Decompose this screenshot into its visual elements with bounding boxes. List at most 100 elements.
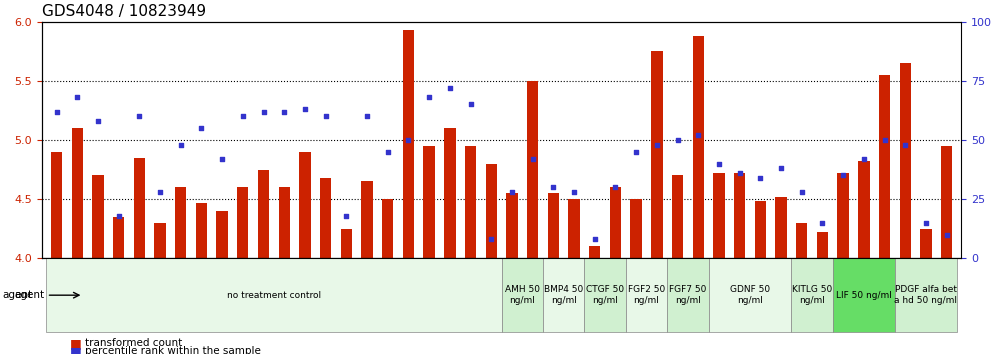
Bar bbox=[299, 152, 311, 258]
Bar bbox=[237, 187, 248, 258]
Bar bbox=[279, 187, 290, 258]
Point bbox=[49, 109, 65, 114]
Point bbox=[897, 142, 913, 148]
Point bbox=[256, 109, 272, 114]
Point bbox=[483, 236, 499, 242]
Text: PDGF alfa bet
a hd 50 ng/ml: PDGF alfa bet a hd 50 ng/ml bbox=[894, 285, 957, 305]
FancyBboxPatch shape bbox=[667, 258, 708, 332]
Text: BMP4 50
ng/ml: BMP4 50 ng/ml bbox=[544, 285, 584, 305]
Point bbox=[193, 125, 209, 131]
Point bbox=[794, 189, 810, 195]
Point bbox=[938, 232, 954, 238]
Point bbox=[339, 213, 355, 218]
Bar bbox=[713, 173, 725, 258]
Bar bbox=[859, 161, 870, 258]
Point bbox=[359, 114, 374, 119]
Bar bbox=[548, 193, 559, 258]
Bar bbox=[672, 176, 683, 258]
Point bbox=[131, 114, 147, 119]
Point bbox=[318, 114, 334, 119]
Point bbox=[648, 142, 664, 148]
Point bbox=[856, 156, 872, 162]
Bar bbox=[838, 173, 849, 258]
Bar bbox=[362, 181, 373, 258]
Text: no treatment control: no treatment control bbox=[227, 291, 321, 300]
Point bbox=[276, 109, 292, 114]
Point bbox=[70, 95, 86, 100]
Point bbox=[235, 114, 251, 119]
Text: GDS4048 / 10823949: GDS4048 / 10823949 bbox=[42, 4, 206, 19]
Bar bbox=[817, 232, 828, 258]
Bar bbox=[216, 211, 228, 258]
Bar bbox=[610, 187, 622, 258]
Point bbox=[421, 95, 437, 100]
FancyBboxPatch shape bbox=[894, 258, 957, 332]
Point bbox=[214, 156, 230, 162]
Bar bbox=[93, 176, 104, 258]
Point bbox=[379, 149, 395, 155]
Bar bbox=[133, 158, 145, 258]
Point bbox=[172, 142, 188, 148]
Bar bbox=[382, 199, 393, 258]
Bar bbox=[527, 81, 538, 258]
Bar bbox=[113, 217, 124, 258]
Text: FGF2 50
ng/ml: FGF2 50 ng/ml bbox=[627, 285, 665, 305]
Text: FGF7 50
ng/ml: FGF7 50 ng/ml bbox=[669, 285, 706, 305]
Bar bbox=[569, 199, 580, 258]
Bar bbox=[899, 63, 911, 258]
Text: GDNF 50
ng/ml: GDNF 50 ng/ml bbox=[730, 285, 770, 305]
Bar bbox=[175, 187, 186, 258]
Text: ■: ■ bbox=[70, 337, 82, 350]
Bar bbox=[920, 229, 931, 258]
Point bbox=[669, 137, 685, 143]
Point bbox=[546, 184, 562, 190]
Text: AMH 50
ng/ml: AMH 50 ng/ml bbox=[505, 285, 540, 305]
Text: transformed count: transformed count bbox=[85, 338, 182, 348]
Point bbox=[608, 184, 623, 190]
Bar bbox=[941, 146, 952, 258]
Bar bbox=[734, 173, 745, 258]
Point bbox=[690, 132, 706, 138]
Text: agent: agent bbox=[3, 290, 33, 300]
Bar bbox=[589, 246, 601, 258]
Point bbox=[90, 118, 106, 124]
Text: KITLG 50
ng/ml: KITLG 50 ng/ml bbox=[792, 285, 833, 305]
Point bbox=[773, 166, 789, 171]
Bar bbox=[195, 202, 207, 258]
Bar bbox=[796, 223, 808, 258]
FancyBboxPatch shape bbox=[46, 258, 502, 332]
Point bbox=[587, 236, 603, 242]
Bar bbox=[51, 152, 62, 258]
Text: CTGF 50
ng/ml: CTGF 50 ng/ml bbox=[586, 285, 624, 305]
Point bbox=[836, 173, 852, 178]
Bar bbox=[692, 36, 704, 258]
Point bbox=[400, 137, 416, 143]
Point bbox=[111, 213, 126, 218]
Bar bbox=[775, 197, 787, 258]
Bar bbox=[485, 164, 497, 258]
Text: LIF 50 ng/ml: LIF 50 ng/ml bbox=[836, 291, 891, 300]
Point bbox=[297, 107, 313, 112]
Point bbox=[752, 175, 768, 181]
Point bbox=[152, 189, 168, 195]
Point bbox=[711, 161, 727, 166]
FancyBboxPatch shape bbox=[833, 258, 894, 332]
Bar bbox=[258, 170, 269, 258]
Bar bbox=[878, 75, 890, 258]
FancyBboxPatch shape bbox=[625, 258, 667, 332]
Text: ■: ■ bbox=[70, 345, 82, 354]
Bar bbox=[444, 128, 455, 258]
FancyBboxPatch shape bbox=[792, 258, 833, 332]
Bar bbox=[465, 146, 476, 258]
Point bbox=[442, 85, 458, 91]
Bar bbox=[341, 229, 352, 258]
Bar bbox=[755, 201, 766, 258]
Text: agent: agent bbox=[14, 290, 45, 300]
Bar bbox=[630, 199, 641, 258]
FancyBboxPatch shape bbox=[585, 258, 625, 332]
Point bbox=[815, 220, 831, 225]
Point bbox=[918, 220, 934, 225]
Bar bbox=[72, 128, 83, 258]
Point bbox=[462, 102, 478, 107]
Bar bbox=[423, 146, 435, 258]
